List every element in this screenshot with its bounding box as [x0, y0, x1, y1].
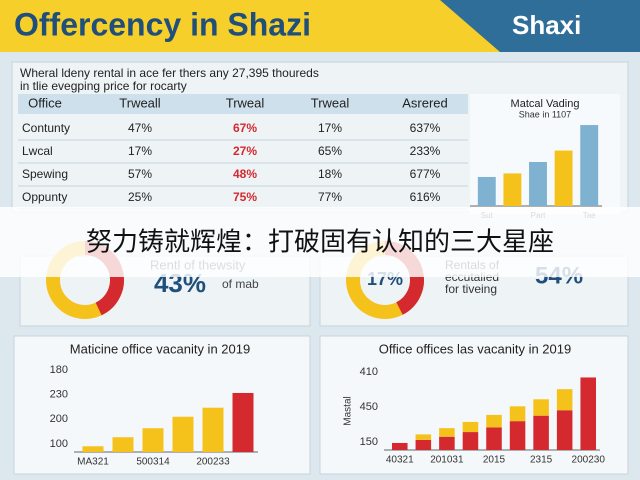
table-cell: 25%: [128, 190, 152, 204]
x-tick-label: 500314: [136, 457, 170, 468]
table-cell: Spewing: [22, 167, 68, 181]
table-cell: Lwcal: [22, 144, 53, 158]
bar-segment: [415, 434, 432, 440]
bar-segment: [556, 389, 573, 411]
banner-bg: [0, 207, 640, 277]
bar-segment: [486, 427, 502, 450]
chart-subtitle: Shae in 1107: [519, 109, 571, 119]
table-cell: 57%: [128, 167, 152, 181]
table-cell: Contunty: [22, 121, 70, 135]
x-tick-label: MA321: [77, 457, 109, 468]
table-cell: 47%: [128, 121, 152, 135]
intro-line: Wheral ldeny rental in ace fer thers any…: [20, 66, 319, 80]
bar: [232, 392, 254, 452]
chart-title: Matcal Vading: [511, 98, 580, 110]
y-tick-label: 180: [50, 364, 68, 376]
bar-segment: [415, 439, 432, 450]
table-cell: 77%: [318, 190, 342, 204]
bar-segment: [439, 436, 455, 450]
table-header: Asrered: [402, 95, 448, 110]
bar: [477, 176, 496, 206]
x-tick-label: 201031: [430, 455, 464, 466]
bar-segment: [439, 428, 455, 437]
bar-segment: [580, 377, 596, 450]
bar-segment: [509, 421, 526, 450]
bar: [554, 150, 573, 206]
y-tick-label: 200: [50, 413, 68, 425]
table-cell: 18%: [318, 167, 342, 181]
bar-segment: [392, 442, 408, 450]
content: Office Trweall Trweal Trweal Asrered Contunty…: [18, 95, 606, 468]
title: Offercency in Shazi: [14, 6, 311, 42]
table-header-bg: [18, 94, 468, 114]
table-cell: 27%: [233, 144, 257, 158]
chart-panel: [319, 335, 629, 475]
chart-title: Maticine office vacanity in 2019: [70, 341, 250, 356]
header-accent: [440, 0, 640, 52]
x-tick-label: 40321: [386, 455, 414, 466]
bar: [503, 173, 522, 206]
table-header: Trweal: [226, 95, 265, 110]
y-tick-label: 410: [360, 366, 378, 378]
table-header: Trweal: [311, 95, 350, 110]
donut-caption: for tiveing: [445, 282, 497, 296]
x-tick-label: 2015: [483, 455, 506, 466]
bar: [82, 446, 104, 452]
y-tick-label: 150: [360, 436, 378, 448]
bar: [172, 416, 194, 452]
table-cell: 17%: [128, 144, 152, 158]
chart-title: Office offices las vacanity in 2019: [379, 341, 571, 356]
table-header: Office: [28, 95, 62, 110]
table-cell: 67%: [233, 121, 257, 135]
y-tick-label: 230: [50, 389, 68, 401]
bar: [142, 428, 164, 452]
table-cell: 233%: [410, 144, 441, 158]
table-cell: 48%: [233, 167, 257, 181]
x-tick-label: 200230: [572, 455, 606, 466]
table-cell: 637%: [410, 121, 441, 135]
table-cell: 616%: [410, 190, 441, 204]
x-tick-label: 200233: [196, 457, 230, 468]
bar: [529, 162, 547, 206]
intro-line: in tlie evegping price for rocarty: [20, 79, 187, 93]
table-cell: Oppunty: [22, 190, 67, 204]
bar: [112, 437, 134, 452]
brand: Shaxi: [512, 10, 581, 40]
bar: [202, 407, 224, 452]
bar: [580, 125, 599, 206]
banner: 努力铸就辉煌：打破固有认知的三大星座: [86, 228, 554, 258]
bar-segment: [509, 406, 526, 422]
bar-segment: [556, 410, 573, 450]
bar-segment: [533, 399, 549, 416]
bar-segment: [486, 414, 502, 428]
table-cell: 65%: [318, 144, 342, 158]
table-header: Trweall: [119, 95, 161, 110]
table-cell: 677%: [410, 167, 441, 181]
table-cell: 17%: [318, 121, 342, 135]
bar-segment: [533, 415, 549, 450]
x-tick-label: 2315: [530, 455, 553, 466]
bar-segment: [462, 421, 479, 433]
y-tick-label: 100: [50, 438, 68, 450]
table-cell: 75%: [233, 190, 257, 204]
bar-segment: [462, 432, 479, 450]
y-tick-label: 450: [360, 401, 378, 413]
chart-panel: [13, 335, 311, 475]
y-axis-label: Mastal: [343, 396, 354, 425]
donut-note: of mab: [222, 277, 259, 291]
